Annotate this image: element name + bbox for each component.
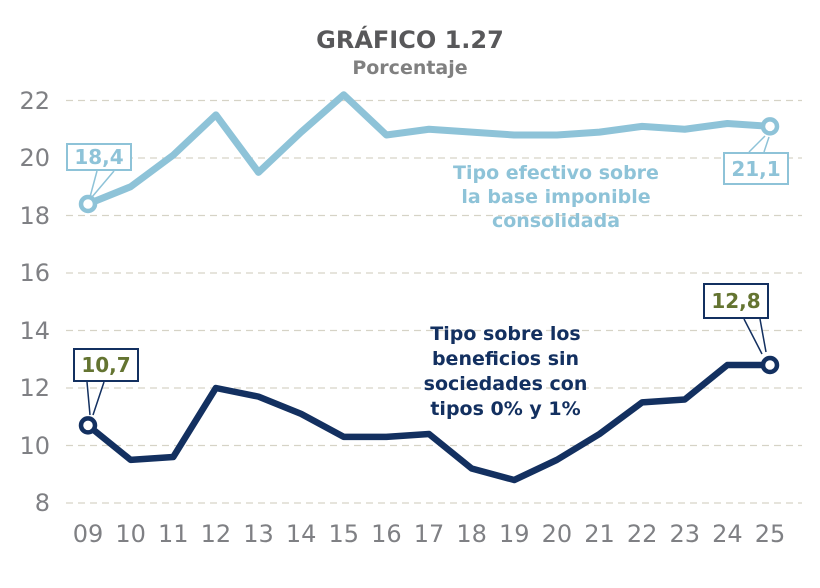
marker-last-tipo-beneficios [760, 355, 780, 375]
callout-first-value-tipo-beneficios: 10,7 [73, 348, 139, 382]
callout-first-value-tipo-efectivo: 18,4 [66, 143, 132, 171]
y-tick-18: 18 [19, 201, 50, 230]
marker-last-tipo-efectivo [760, 117, 780, 136]
callout-value-text: 10,7 [81, 353, 131, 377]
x-tick-22: 22 [626, 520, 658, 548]
y-tick-20: 20 [19, 144, 50, 172]
chart-title: GRÁFICO 1.27 [316, 26, 504, 54]
x-tick-16: 16 [371, 520, 402, 548]
x-tick-20: 20 [541, 520, 573, 548]
x-tick-15: 15 [328, 520, 360, 548]
x-tick-11: 11 [157, 520, 189, 548]
y-axis-labels: 8 10 12 14 16 18 20 22 [0, 0, 60, 588]
x-tick-21: 21 [584, 520, 615, 548]
y-tick-14: 14 [19, 316, 50, 345]
x-tick-24: 24 [712, 520, 743, 548]
callout-last-value-tipo-efectivo: 21,1 [723, 152, 789, 185]
callout-value-text: 12,8 [711, 289, 761, 313]
y-tick-22: 22 [19, 86, 50, 115]
callout-value-text: 21,1 [731, 156, 781, 181]
x-tick-10: 10 [115, 520, 146, 548]
series-line-tipo-beneficios [84, 361, 774, 484]
x-tick-14: 14 [285, 520, 317, 548]
x-axis-labels: 09 10 11 12 13 14 15 16 17 18 19 20 21 22 23 24 25 [0, 519, 820, 551]
series-line-tipo-efectivo [84, 91, 774, 208]
x-tick-12: 12 [200, 520, 232, 548]
series-annotation-tipo-beneficios: Tipo sobre los beneficios sin sociedades… [423, 323, 588, 420]
callout-value-text: 18,4 [74, 145, 124, 169]
x-tick-09: 09 [72, 520, 104, 548]
leader-last-tipo-efectivo [748, 135, 770, 153]
x-tick-19: 19 [498, 520, 530, 548]
chart-subtitle: Porcentaje [352, 57, 468, 79]
x-tick-23: 23 [669, 520, 701, 548]
x-tick-17: 17 [413, 520, 445, 548]
marker-first-tipo-efectivo [78, 194, 98, 214]
x-tick-25: 25 [754, 520, 786, 548]
x-tick-13: 13 [243, 520, 274, 548]
callout-last-value-tipo-beneficios: 12,8 [703, 283, 769, 319]
leader-last-tipo-beneficios [743, 318, 767, 355]
leader-first-tipo-beneficios [86, 381, 105, 416]
y-tick-8: 8 [34, 489, 50, 517]
series-annotation-tipo-efectivo: Tipo efectivo sobre la base imponible co… [453, 162, 659, 232]
y-tick-12: 12 [19, 374, 50, 402]
marker-first-tipo-beneficios [78, 416, 98, 435]
y-tick-16: 16 [19, 259, 50, 287]
y-tick-10: 10 [19, 431, 50, 460]
leader-first-tipo-efectivo [89, 170, 115, 198]
x-tick-18: 18 [456, 520, 487, 548]
